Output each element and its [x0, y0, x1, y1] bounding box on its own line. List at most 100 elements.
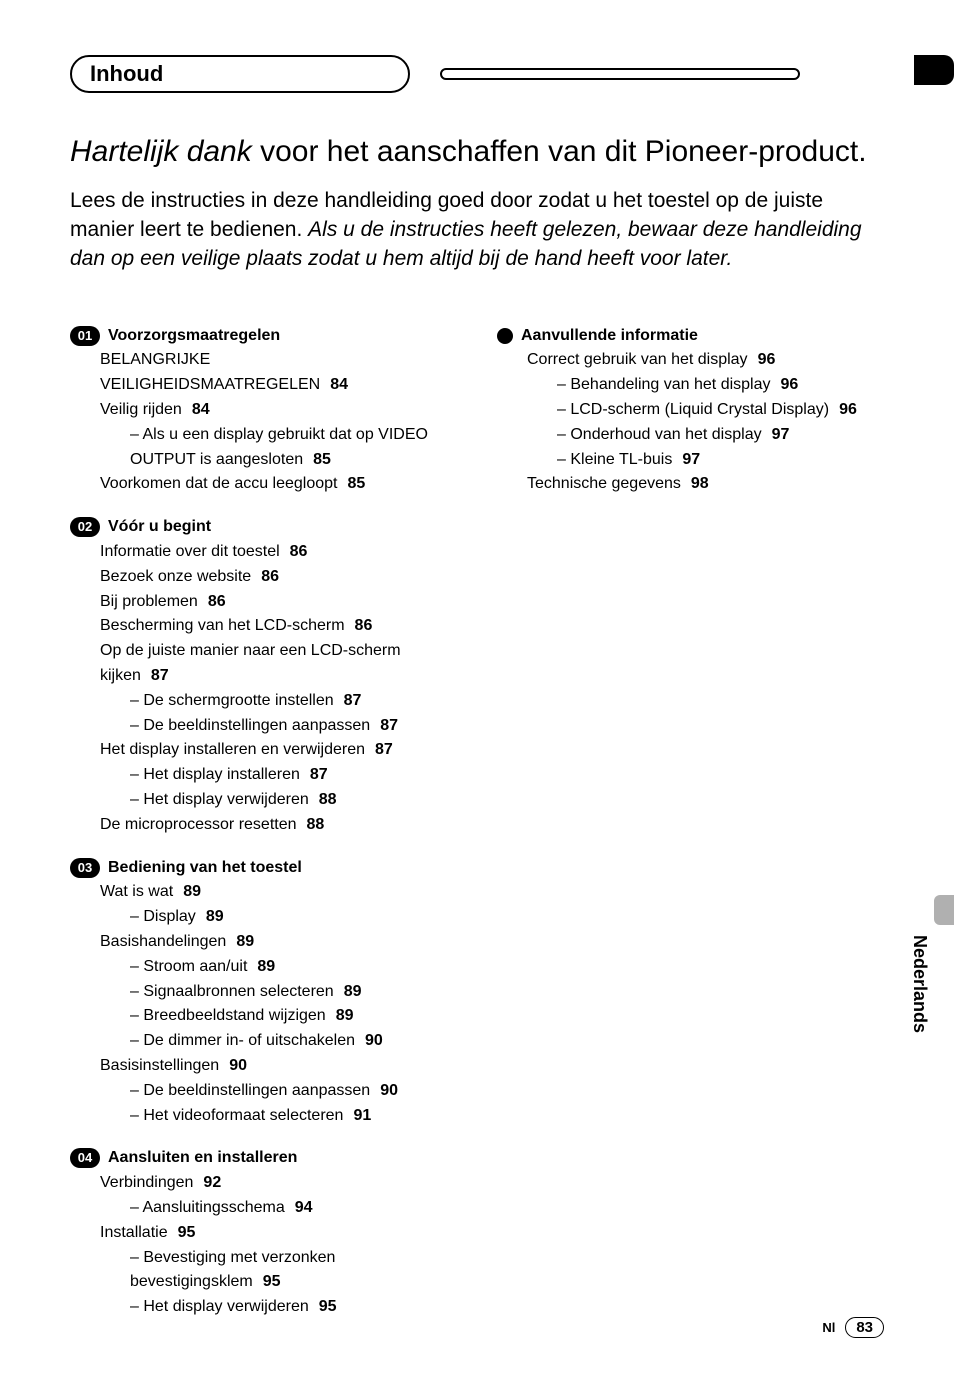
toc-entry: Op de juiste manier naar een LCD-scherm … [100, 639, 457, 689]
toc-entry-page: 95 [319, 1298, 337, 1315]
toc-entry-page: 84 [192, 401, 210, 418]
toc-entry: Het display installeren en verwijderen 87 [100, 738, 457, 763]
toc-entry-text: Behandeling van het display [570, 376, 770, 393]
toc-entries: BELANGRIJKE VEILIGHEIDSMAATREGELEN84Veil… [100, 348, 457, 497]
toc-entry-text: Basisinstellingen [100, 1057, 219, 1074]
toc-entry: Basisinstellingen 90 [100, 1054, 457, 1079]
toc-entry-page: 89 [236, 933, 254, 950]
section-number-badge: 03 [70, 858, 100, 878]
toc-entry: De beeldinstellingen aanpassen90 [130, 1079, 457, 1104]
toc-entry-page: 85 [313, 451, 331, 468]
toc-entries: Verbindingen92Aansluitingsschema94Instal… [100, 1171, 457, 1320]
toc-entry: De dimmer in- of uitschakelen 90 [130, 1029, 457, 1054]
footer: Nl 83 [822, 1317, 884, 1338]
toc-entry: Bescherming van het LCD-scherm86 [100, 614, 457, 639]
toc-col-left: 01 VoorzorgsmaatregelenBELANGRIJKE VEILIG… [70, 324, 457, 1338]
toc-entry-text: Informatie over dit toestel [100, 543, 280, 560]
toc-section-head: 04Aansluiten en installeren [70, 1146, 457, 1171]
toc-entry: De beeldinstellingen aanpassen87 [130, 714, 457, 739]
toc-entry: Behandeling van het display 96 [557, 373, 884, 398]
toc-entry-page: 87 [310, 766, 328, 783]
toc-entry-page: 95 [178, 1224, 196, 1241]
intro-body: Lees de instructies in deze handleiding … [70, 186, 884, 274]
toc-entry-text: Wat is wat [100, 883, 173, 900]
toc-entry-page: 89 [344, 983, 362, 1000]
toc-entry-page: 87 [375, 741, 393, 758]
toc-entry-text: Veilig rijden [100, 401, 182, 418]
toc-entry-text: De beeldinstellingen aanpassen [143, 1082, 370, 1099]
section-number-badge: 02 [70, 517, 100, 537]
toc-entry-text: Technische gegevens [527, 475, 681, 492]
toc-entry-page: 89 [183, 883, 201, 900]
toc-entry-text: Het videoformaat selecteren [143, 1107, 343, 1124]
toc-entry: Als u een display gebruikt dat op VIDEO … [130, 423, 457, 473]
toc-entry-text: Het display installeren [143, 766, 300, 783]
page: Inhoud Hartelijk dank voor het aanschaff… [0, 0, 954, 1378]
toc-entry-text: Breedbeeldstand wijzigen [143, 1007, 325, 1024]
toc-entry-text: Bij problemen [100, 593, 198, 610]
toc-entry: Installatie 95 [100, 1221, 457, 1246]
toc-entry-page: 90 [365, 1032, 383, 1049]
toc-entry: Verbindingen92 [100, 1171, 457, 1196]
toc-entry: Technische gegevens 98 [527, 472, 884, 497]
toc-entry: Wat is wat 89 [100, 880, 457, 905]
toc-entry: Bevestiging met verzonken bevestigingskl… [130, 1246, 457, 1296]
toc-entry-page: 92 [203, 1174, 221, 1191]
toc-entry-text: De dimmer in- of uitschakelen [143, 1032, 355, 1049]
intro-block: Hartelijk dank voor het aanschaffen van … [70, 133, 884, 274]
header-tab-title: Inhoud [70, 55, 410, 93]
toc-section-title: Vóór u begint [108, 515, 211, 540]
toc-entry-page: 88 [307, 816, 325, 833]
toc-entry-text: Het display installeren en verwijderen [100, 741, 365, 758]
toc-entry: BELANGRIJKE VEILIGHEIDSMAATREGELEN84 [100, 348, 457, 398]
toc-entry: Het videoformaat selecteren 91 [130, 1104, 457, 1129]
toc-entry-page: 96 [758, 351, 776, 368]
toc-entry-page: 87 [151, 667, 169, 684]
toc-entry-text: Bescherming van het LCD-scherm [100, 617, 345, 634]
toc-section-title: Voorzorgsmaatregelen [108, 324, 280, 349]
intro-title-italic: Hartelijk dank [70, 135, 252, 168]
toc-entry: Aansluitingsschema94 [130, 1196, 457, 1221]
toc-entry-text: Bevestiging met verzonken bevestigingskl… [130, 1249, 335, 1291]
toc-section-title: Bediening van het toestel [108, 856, 302, 881]
toc-entry: Voorkomen dat de accu leegloopt85 [100, 472, 457, 497]
toc-section-head: 03 Bediening van het toestel [70, 856, 457, 881]
toc-entry-page: 89 [206, 908, 224, 925]
toc-section-title: Aanvullende informatie [521, 324, 698, 349]
header-tab-empty [440, 68, 800, 80]
toc-entry: Correct gebruik van het display96 [527, 348, 884, 373]
toc-entry: Onderhoud van het display 97 [557, 423, 884, 448]
toc-entry-page: 90 [229, 1057, 247, 1074]
toc-entry-page: 97 [682, 451, 700, 468]
toc-entry-page: 88 [319, 791, 337, 808]
toc-entry-text: Display [143, 908, 195, 925]
toc-entry: Bij problemen86 [100, 590, 457, 615]
toc-entry-text: Basishandelingen [100, 933, 226, 950]
toc-entry: LCD-scherm (Liquid Crystal Display)96 [557, 398, 884, 423]
header-tab-label: Inhoud [90, 61, 163, 87]
toc-entry-text: Als u een display gebruikt dat op VIDEO … [130, 426, 428, 468]
toc-entry-text: Onderhoud van het display [570, 426, 761, 443]
toc-entry: Het display verwijderen95 [130, 1295, 457, 1320]
toc-entry-text: Stroom aan/uit [143, 958, 247, 975]
toc-entry-page: 85 [348, 475, 366, 492]
toc-section-head: 02 Vóór u begint [70, 515, 457, 540]
section-number-badge: 01 [70, 326, 100, 346]
toc-entry-page: 91 [353, 1107, 371, 1124]
toc-entry-page: 86 [261, 568, 279, 585]
toc-entry-page: 98 [691, 475, 709, 492]
toc-section: 03 Bediening van het toestel Wat is wat 89 D… [70, 856, 457, 1129]
toc-entry-page: 86 [290, 543, 308, 560]
toc-entry-page: 96 [839, 401, 857, 418]
toc-entry-text: BELANGRIJKE VEILIGHEIDSMAATREGELEN [100, 351, 320, 393]
toc-entry: Het display installeren 87 [130, 763, 457, 788]
toc-entry-text: Installatie [100, 1224, 168, 1241]
toc-entry-page: 97 [772, 426, 790, 443]
toc-entry-page: 87 [380, 717, 398, 734]
toc-entry-page: 89 [257, 958, 275, 975]
toc-section-title: Aansluiten en installeren [108, 1146, 297, 1171]
toc-section-head: Aanvullende informatie [497, 324, 884, 349]
toc-col-right: Aanvullende informatieCorrect gebruik va… [497, 324, 884, 1338]
toc-entry: Het display verwijderen88 [130, 788, 457, 813]
toc-entry-page: 96 [781, 376, 799, 393]
